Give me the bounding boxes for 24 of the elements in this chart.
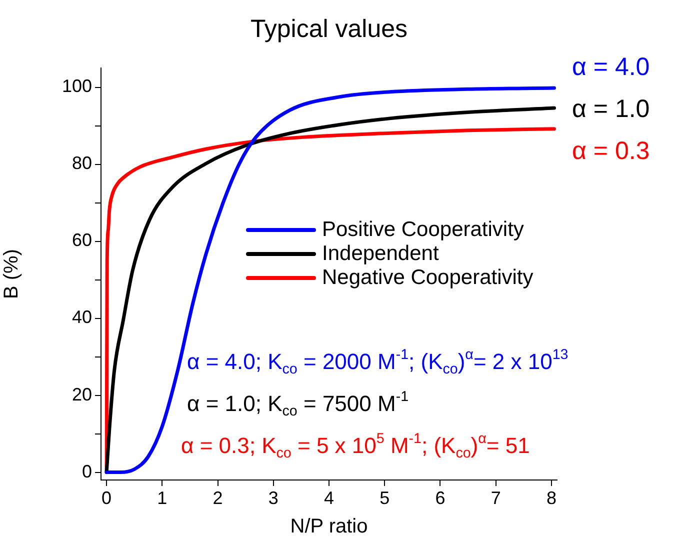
text: α = 4.0 [572,52,650,81]
y-axis-title: B (%) [0,249,23,299]
y-tick-label: 100 [62,76,92,96]
x-axis-title: N/P ratio [290,516,368,538]
chart-title: Typical values [250,14,408,43]
x-tick-label: 0 [102,488,112,508]
y-tick-label: 80 [72,153,92,174]
x-tick-label: 3 [268,488,278,508]
text: α = 0.3 [572,136,650,165]
x-tick-label: 8 [546,488,556,508]
x-tick-label: 2 [212,488,223,508]
x-tick-label: 1 [157,488,168,508]
text: α = 1.0 [572,94,650,123]
y-tick-label: 40 [72,307,92,328]
legend-label: Negative Cooperativity [322,266,534,289]
y-tick-label: 60 [72,230,92,250]
x-tick-label: 4 [324,488,334,508]
x-tick-label: 7 [490,488,501,508]
y-tick-label: 20 [72,384,92,404]
x-tick-label: 5 [380,488,390,508]
legend-label: Independent [322,242,439,265]
legend-label: Positive Cooperativity [322,218,524,241]
y-tick-label: 0 [82,461,92,482]
x-tick-label: 6 [435,488,446,508]
